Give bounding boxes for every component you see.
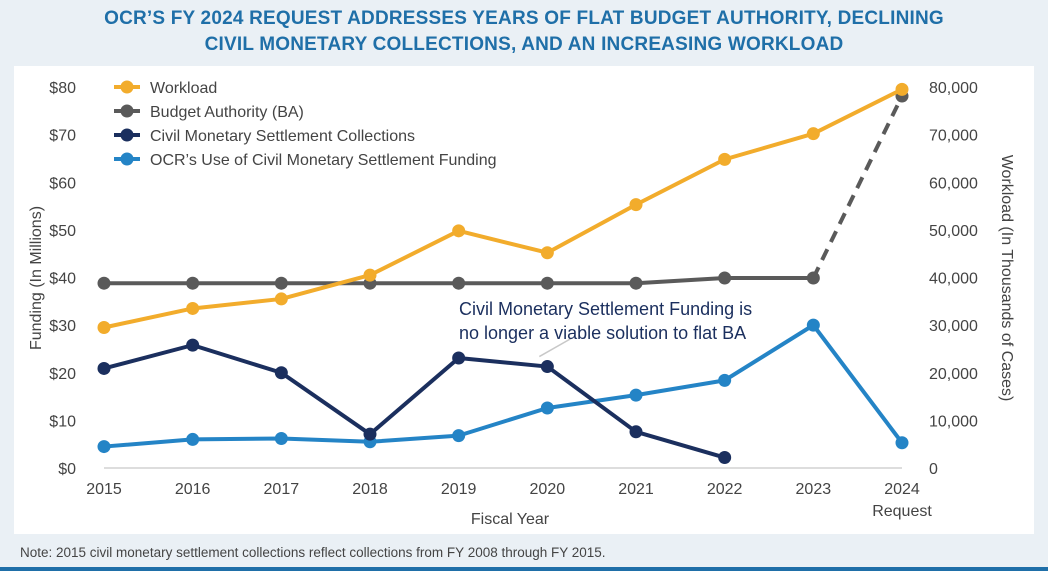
left-tick-label: $20 [49,366,76,383]
left-tick-label: $30 [49,318,76,335]
left-tick-label: $50 [49,223,76,240]
workload-point [540,246,554,260]
chart-title-line-2: CIVIL MONETARY COLLECTIONS, AND AN INCRE… [204,34,844,55]
x-tick-sublabel: Request [872,503,932,520]
x-tick-label: 2024 [884,481,920,498]
left-tick-label: $80 [49,80,76,97]
civil-monetary-settlement-collections-line [103,343,726,460]
budget-authority-ba-point [97,276,111,290]
line-chart: $0 $10 $20 $30 $40 $50 $60 $70 $80 0 10,000 20,000 3… [28,80,1015,528]
ocr-s-use-of-civil-monetary-settlement-funding-point [452,429,466,443]
x-tick-label: 2022 [707,481,743,498]
annotation-text-line-2: no longer a viable solution to flat BA [459,323,746,343]
right-tick-label: 30,000 [929,318,978,335]
civil-monetary-settlement-collections-point [452,351,466,365]
legend-label: Budget Authority (BA) [150,104,304,121]
civil-monetary-settlement-collections-point [274,366,288,380]
workload-point [895,82,909,96]
right-tick-label: 20,000 [929,366,978,383]
x-tick-label: 2016 [175,481,211,498]
workload-point [363,268,377,282]
workload-point [274,292,288,306]
right-axis-title: Workload (In Thousands of Cases) [998,155,1015,402]
ocr-s-use-of-civil-monetary-settlement-funding-point [97,440,111,454]
right-tick-label: 80,000 [929,80,978,97]
civil-monetary-settlement-collections-point [97,361,111,375]
workload-point [452,224,466,238]
right-tick-label: 10,000 [929,413,978,430]
chart-title-line-1: OCR’S FY 2024 REQUEST ADDRESSES YEARS OF… [104,8,944,29]
civil-monetary-settlement-collections-point [629,425,643,439]
budget-authority-ba-point [186,276,200,290]
civil-monetary-settlement-collections-point [186,338,200,352]
ocr-s-use-of-civil-monetary-settlement-funding-point [540,401,554,415]
annotation-leader-line [538,337,573,358]
ocr-s-use-of-civil-monetary-settlement-funding-point [806,318,820,332]
budget-authority-ba-point [452,276,466,290]
workload-point [629,198,643,212]
budget-authority-ba-point [806,271,820,285]
x-tick-label: 2023 [796,481,832,498]
ocr-s-use-of-civil-monetary-settlement-funding-point [274,431,288,445]
chart-panel: $0 $10 $20 $30 $40 $50 $60 $70 $80 0 10,000 20,000 3… [14,66,1034,534]
legend-swatch-marker [120,128,134,142]
right-tick-label: 60,000 [929,175,978,192]
left-tick-label: $60 [49,175,76,192]
ocr-s-use-of-civil-monetary-settlement-funding-point [718,373,732,387]
civil-monetary-settlement-collections-point [540,360,554,374]
ocr-s-use-of-civil-monetary-settlement-funding-point [895,436,909,450]
budget-authority-ba-dashed-segment [811,95,904,279]
legend-swatch-marker [120,152,134,166]
workload-point [97,321,111,335]
left-tick-label: $40 [49,271,76,288]
left-tick-label: $0 [58,461,76,478]
right-tick-label: 70,000 [929,128,978,145]
left-axis-title: Funding (In Millions) [28,206,45,350]
ocr-s-use-of-civil-monetary-settlement-funding-point [186,432,200,446]
legend-label: OCR’s Use of Civil Monetary Settlement F… [150,152,497,169]
footnote: Note: 2015 civil monetary settlement col… [20,545,606,560]
x-tick-label: 2017 [264,481,300,498]
x-tick-label: 2020 [530,481,566,498]
annotation-text-line-1: Civil Monetary Settlement Funding is [459,299,752,319]
workload-point [806,127,820,141]
workload-point [718,152,732,166]
budget-authority-ba-point [718,271,732,285]
civil-monetary-settlement-collections-point [363,427,377,441]
right-tick-label: 40,000 [929,271,978,288]
workload-line [103,87,903,330]
x-tick-label: 2019 [441,481,477,498]
right-tick-label: 0 [929,461,938,478]
x-tick-label: 2018 [352,481,388,498]
budget-authority-ba-point [629,276,643,290]
legend-swatch-marker [120,80,134,94]
civil-monetary-settlement-collections-point [718,451,732,465]
ocr-s-use-of-civil-monetary-settlement-funding-point [629,388,643,402]
left-tick-label: $10 [49,413,76,430]
bottom-accent-bar [0,567,1048,571]
right-tick-label: 50,000 [929,223,978,240]
legend-label: Civil Monetary Settlement Collections [150,128,415,145]
budget-authority-ba-point [274,276,288,290]
legend-label: Workload [150,80,217,97]
ocr-s-use-of-civil-monetary-settlement-funding-line [103,323,904,449]
x-axis-title: Fiscal Year [471,511,550,528]
budget-authority-ba-point [540,276,554,290]
left-tick-label: $70 [49,128,76,145]
x-tick-label: 2021 [618,481,654,498]
x-tick-label: 2015 [86,481,122,498]
legend-swatch-marker [120,104,134,118]
workload-point [186,301,200,315]
